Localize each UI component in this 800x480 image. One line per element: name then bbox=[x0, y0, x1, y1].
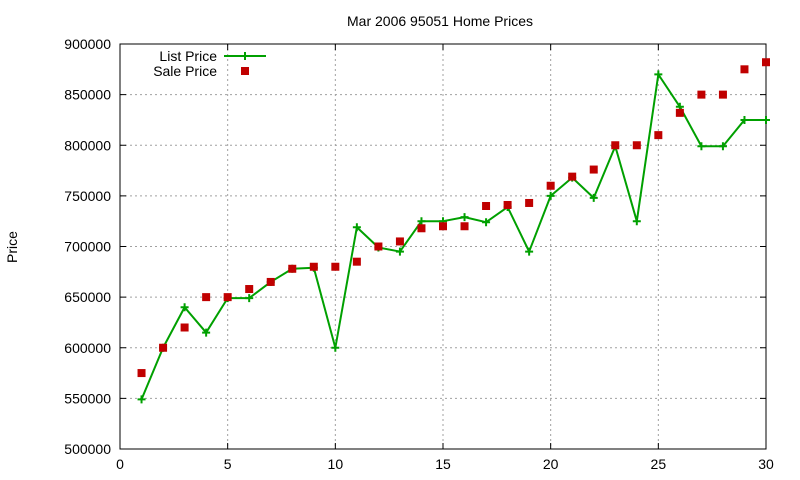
chart-title: Mar 2006 95051 Home Prices bbox=[347, 13, 533, 29]
axis-ticks bbox=[119, 43, 767, 450]
x-tick-label: 25 bbox=[651, 456, 667, 472]
list-price-point bbox=[460, 213, 469, 222]
sale-price-point bbox=[159, 343, 168, 352]
legend-marker-sale-price bbox=[241, 67, 249, 75]
y-tick-label: 750000 bbox=[64, 188, 111, 204]
legend: List Price Sale Price bbox=[153, 48, 266, 79]
list-price-point bbox=[202, 328, 211, 337]
sale-price-point bbox=[352, 257, 361, 266]
y-tick-label: 800000 bbox=[64, 137, 111, 153]
list-price-point bbox=[654, 70, 663, 79]
x-tick-label: 30 bbox=[758, 456, 774, 472]
sale-price-point bbox=[503, 200, 512, 209]
list-price-point bbox=[245, 294, 254, 303]
sale-price-point bbox=[309, 262, 318, 271]
sale-price-point bbox=[632, 141, 641, 150]
legend-label-sale-price: Sale Price bbox=[153, 63, 217, 79]
sale-price-point bbox=[525, 198, 534, 207]
legend-label-list-price: List Price bbox=[159, 48, 217, 64]
y-tick-label: 850000 bbox=[64, 87, 111, 103]
legend-marker-list-price bbox=[241, 52, 249, 60]
sale-price-point bbox=[439, 222, 447, 231]
series-layer bbox=[137, 58, 770, 404]
list-price-point bbox=[718, 142, 727, 151]
sale-price-point bbox=[202, 293, 211, 302]
y-axis-label: Price bbox=[4, 231, 20, 263]
sale-price-point bbox=[611, 141, 620, 150]
list-price-point bbox=[740, 115, 749, 124]
sale-price-point bbox=[223, 293, 232, 302]
sale-price-point bbox=[654, 131, 663, 140]
y-tick-label: 500000 bbox=[64, 441, 111, 457]
sale-price-point bbox=[740, 65, 749, 74]
y-tick-label: 550000 bbox=[64, 390, 111, 406]
list-price-point bbox=[482, 218, 491, 227]
list-price-line bbox=[140, 73, 766, 400]
list-price-point bbox=[589, 193, 598, 202]
list-price-point bbox=[331, 343, 340, 352]
sale-price-point bbox=[762, 58, 770, 67]
sale-price-point bbox=[718, 90, 727, 99]
list-price-point bbox=[546, 191, 555, 200]
sale-price-point bbox=[180, 323, 189, 332]
sale-price-point bbox=[460, 222, 469, 231]
list-price-point bbox=[762, 115, 770, 124]
list-price-point bbox=[697, 142, 706, 151]
x-tick-label: 15 bbox=[435, 456, 451, 472]
y-tick-label: 700000 bbox=[64, 239, 111, 255]
list-price-point bbox=[417, 217, 426, 226]
x-tick-labels: 0 5 10 15 20 25 30 bbox=[116, 456, 774, 472]
sale-price-point bbox=[245, 285, 254, 294]
x-tick-label: 10 bbox=[328, 456, 344, 472]
x-tick-label: 0 bbox=[116, 456, 124, 472]
sale-price-point bbox=[589, 165, 598, 174]
sale-price-point bbox=[331, 262, 340, 271]
sale-price-point bbox=[395, 237, 404, 246]
x-tick-label: 5 bbox=[224, 456, 232, 472]
sale-price-point bbox=[137, 369, 146, 378]
sale-price-point bbox=[568, 172, 577, 181]
list-price-point bbox=[137, 395, 146, 404]
sale-price-point bbox=[546, 181, 555, 190]
y-tick-label: 650000 bbox=[64, 289, 111, 305]
list-price-point bbox=[352, 223, 361, 232]
list-price-point bbox=[525, 247, 534, 256]
list-price-point bbox=[180, 303, 189, 312]
grid bbox=[120, 44, 766, 449]
list-price-point bbox=[632, 217, 641, 226]
sale-price-point bbox=[697, 90, 706, 99]
y-tick-label: 900000 bbox=[64, 36, 111, 52]
sale-price-point bbox=[482, 202, 491, 210]
sale-price-point bbox=[675, 108, 684, 117]
x-tick-label: 20 bbox=[543, 456, 559, 472]
list-price-point bbox=[395, 247, 404, 256]
y-tick-label: 600000 bbox=[64, 340, 111, 356]
y-tick-labels: 900000 850000 800000 750000 700000 650000 6000… bbox=[64, 36, 111, 457]
sale-price-point bbox=[374, 242, 383, 251]
sale-price-point bbox=[266, 277, 275, 286]
sale-price-point bbox=[288, 264, 297, 273]
sale-price-point bbox=[417, 224, 426, 233]
